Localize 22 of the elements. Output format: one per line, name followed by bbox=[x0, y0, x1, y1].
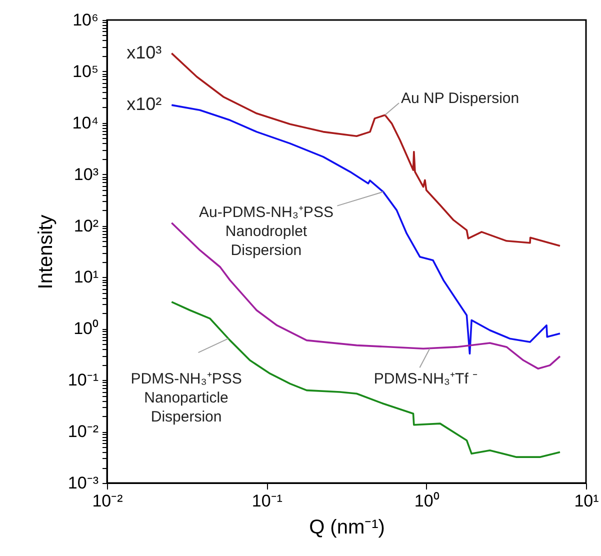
y-tick-label: 10⁻³ bbox=[68, 474, 99, 492]
annotation: PDMS-NH₃⁺Tf ⁻ bbox=[374, 370, 478, 388]
annotation: Au-PDMS-NH₃⁺PSS Nanodroplet Dispersion bbox=[198, 204, 334, 259]
y-tick-label: 10⁵ bbox=[72, 62, 98, 81]
annotation: x10² bbox=[126, 94, 162, 114]
x-axis-title: Q (nm⁻¹) bbox=[309, 516, 385, 538]
y-tick-label: 10¹ bbox=[74, 268, 99, 287]
y-tick-label: 10² bbox=[74, 216, 99, 236]
x-tick-label: 10⁻¹ bbox=[252, 492, 283, 510]
y-tick-label: 10³ bbox=[74, 164, 99, 184]
annotation: x10³ bbox=[126, 42, 162, 62]
annotation: Au NP Dispersion bbox=[401, 90, 520, 108]
annotation: PDMS-NH₃⁺PSS Nanoparticle Dispersion bbox=[130, 370, 242, 426]
y-tick-label: 10⁻² bbox=[68, 422, 99, 442]
y-axis-title: Intensity bbox=[34, 214, 57, 290]
x-tick-label: 10⁰ bbox=[414, 492, 440, 510]
y-tick-label: 10⁰ bbox=[74, 319, 98, 338]
y-tick-label: 10⁴ bbox=[72, 113, 98, 132]
x-tick-label: 10⁻² bbox=[92, 492, 124, 510]
x-tick-label: 10¹ bbox=[574, 492, 600, 510]
y-tick-label: 10⁻¹ bbox=[68, 370, 99, 390]
y-tick-label: 10⁶ bbox=[72, 10, 98, 30]
